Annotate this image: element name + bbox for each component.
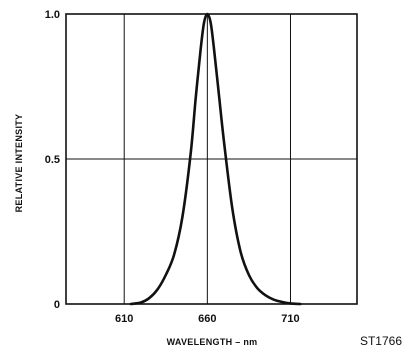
- y-tick-label-0: 0: [54, 299, 60, 311]
- intensity-curve: [129, 12, 302, 306]
- tick-labels: 610 660 710 0 0.5 1.0: [45, 9, 300, 325]
- plot-frame: [65, 13, 358, 305]
- x-tick-label-610: 610: [115, 313, 133, 325]
- x-tick-label-660: 660: [198, 313, 216, 325]
- x-axis-title: WAVELENGTH – nm: [167, 337, 258, 347]
- figure-id: ST1766: [360, 334, 402, 348]
- y-tick-label-0.5: 0.5: [45, 154, 60, 166]
- y-tick-label-1.0: 1.0: [45, 9, 60, 21]
- x-tick-label-710: 710: [281, 313, 299, 325]
- grid-lines: [66, 14, 357, 304]
- y-axis-title: RELATIVE INTENSITY: [14, 114, 24, 213]
